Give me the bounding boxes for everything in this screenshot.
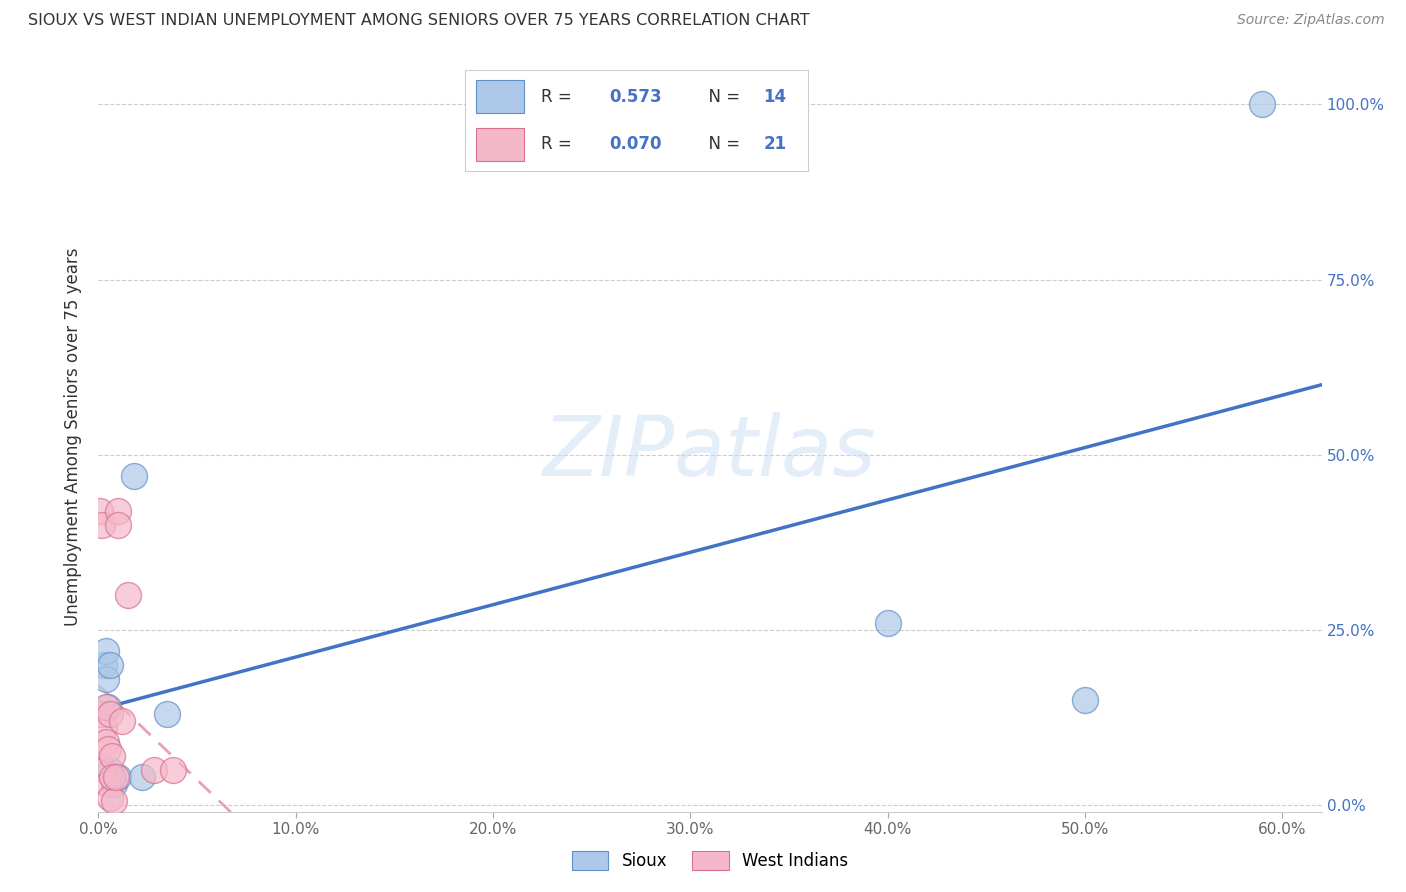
Point [111,714,134,728]
Text: SIOUX VS WEST INDIAN UNEMPLOYMENT AMONG SENIORS OVER 75 YEARS CORRELATION CHART: SIOUX VS WEST INDIAN UNEMPLOYMENT AMONG … [28,13,810,29]
Point [98,657,121,672]
Point [162,763,184,777]
Point [876,615,898,630]
Point [91,517,114,532]
Point [107,770,129,784]
Point [101,770,124,784]
Point [96,734,118,748]
Point [96,643,118,657]
Point [91,706,114,721]
Point [122,468,145,483]
Text: Source: ZipAtlas.com: Source: ZipAtlas.com [1237,13,1385,28]
Point [117,588,139,602]
Point [96,699,118,714]
Point [97,699,120,714]
Point [1074,692,1097,706]
Text: ZIPatlas: ZIPatlas [543,411,877,492]
Point [101,748,124,763]
Point [131,770,153,784]
Point [97,741,120,756]
Point [98,790,121,805]
Point [98,763,121,777]
Point [93,721,115,735]
Point [98,706,121,721]
Point [1251,97,1274,112]
Point [93,657,115,672]
Point [103,794,125,808]
Point [97,777,120,791]
Point [89,503,111,517]
Legend: Sioux, West Indians: Sioux, West Indians [564,842,856,879]
Y-axis label: Unemployment Among Seniors over 75 years: Unemployment Among Seniors over 75 years [65,248,83,626]
Point [107,503,129,517]
Point [103,777,125,791]
Point [105,770,128,784]
Point [142,763,165,777]
Point [156,706,179,721]
Point [96,672,118,686]
Point [93,763,115,777]
Point [107,517,129,532]
